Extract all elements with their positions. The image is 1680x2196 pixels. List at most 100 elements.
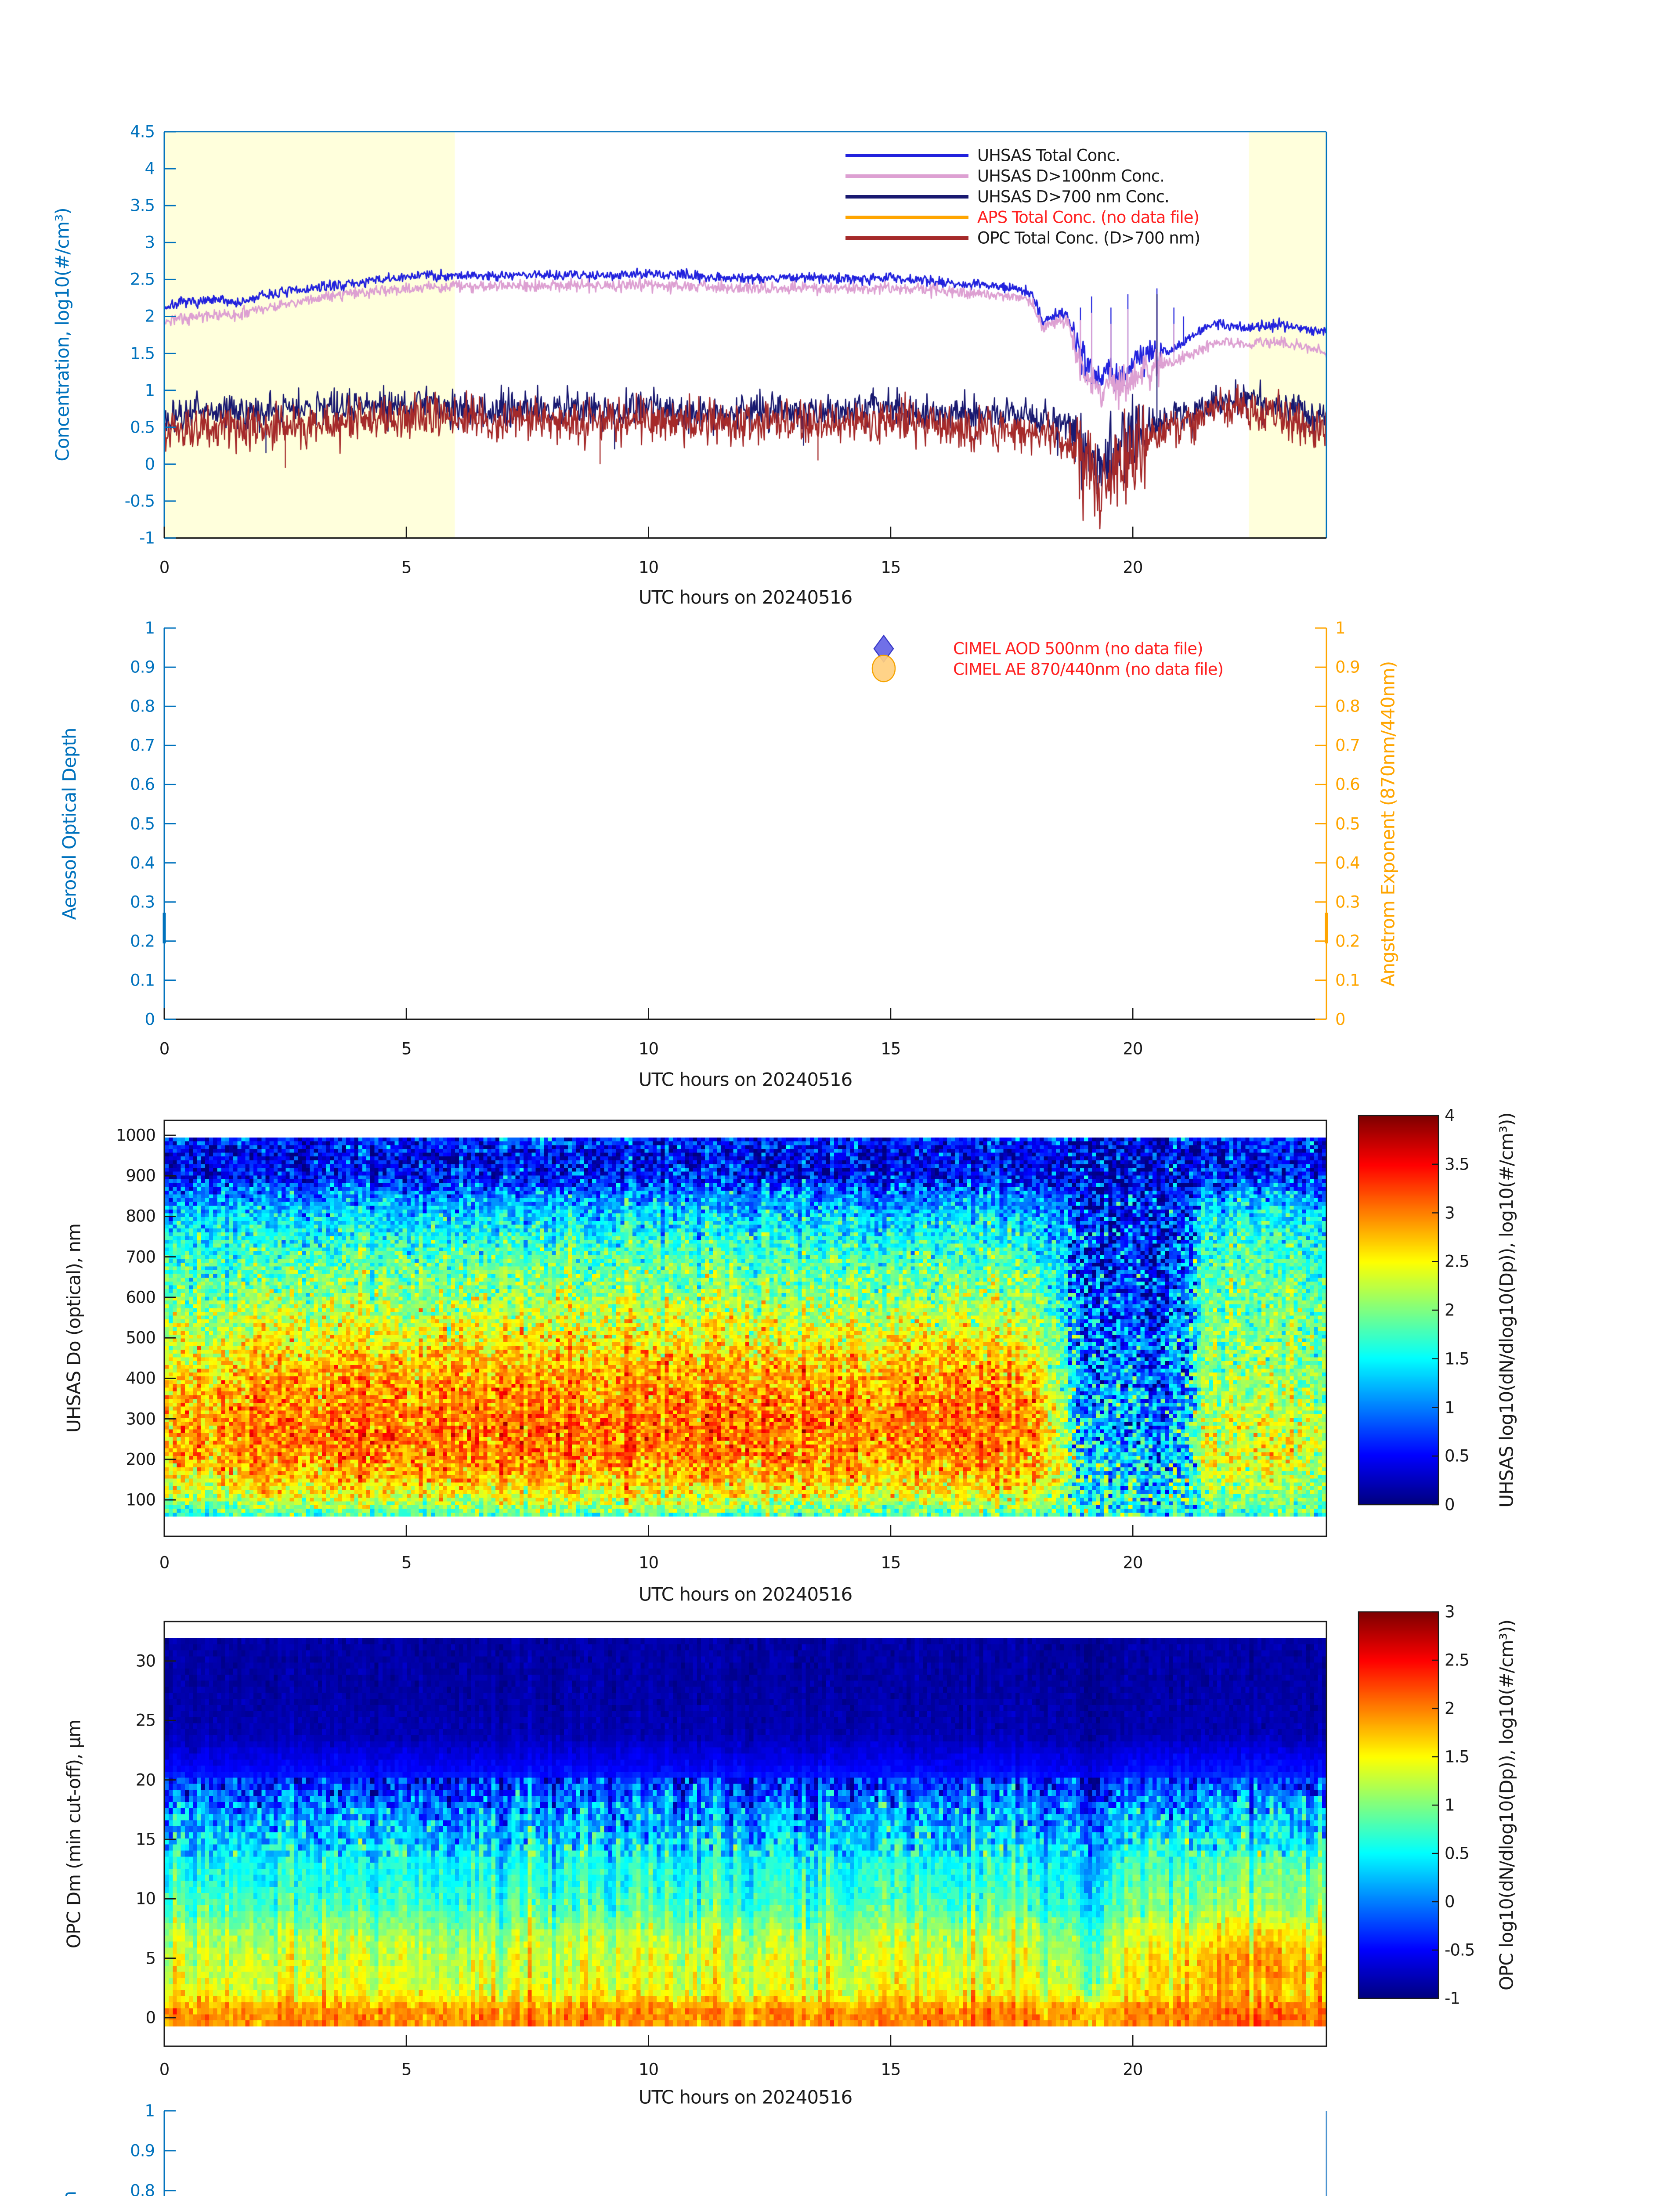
- tick-label: 200: [126, 1450, 156, 1469]
- tick-label: 1: [1335, 618, 1346, 638]
- tick-label: 0.7: [130, 736, 155, 755]
- tick-label: 3.5: [130, 196, 155, 215]
- tick-label: 10: [638, 1039, 659, 1058]
- tick-label: 3: [1445, 1203, 1455, 1222]
- tick-label: 0.9: [130, 657, 155, 677]
- tick-label: 1.5: [1445, 1747, 1470, 1766]
- tick-label: 0: [1445, 1892, 1455, 1911]
- tick-label: 0.9: [1335, 657, 1360, 677]
- tick-label: 0.5: [130, 814, 155, 833]
- tick-label: 0.2: [130, 932, 155, 951]
- tick-label: 0.5: [130, 418, 155, 437]
- tick-label: 0.5: [1445, 1446, 1470, 1466]
- legend-line-uhsas-d700: [845, 195, 968, 199]
- tick-label: 2: [145, 307, 155, 326]
- tick-label: 3.5: [1445, 1155, 1470, 1174]
- aps-y-axis-label: APS Da (aerodynamic), μm: [59, 2191, 80, 2196]
- cimel-ae-circle-marker: [871, 654, 896, 683]
- tick-label: 0.5: [1445, 1844, 1470, 1863]
- tick-label: 0.8: [130, 697, 155, 716]
- tick-label: -1: [139, 528, 155, 548]
- legend-label-opc-total: OPC Total Conc. (D>700 nm): [977, 228, 1200, 248]
- tick-label: 3: [1445, 1602, 1455, 1622]
- tick-label: -1: [1445, 1989, 1460, 2008]
- tick-label: 0.8: [130, 2181, 155, 2196]
- tick-label: 20: [1123, 558, 1143, 577]
- tick-label: 2.5: [1445, 1252, 1470, 1271]
- tick-label: 5: [401, 2060, 412, 2079]
- opc-colorbar-label: OPC log10(dN/dlog10(Dp)), log10(#/cm³)): [1496, 1620, 1517, 1990]
- tick-label: 100: [126, 1490, 156, 1510]
- tick-label: 15: [135, 1830, 156, 1849]
- legend-label-cimel-ae: CIMEL AE 870/440nm (no data file): [953, 660, 1224, 679]
- tick-label: 0: [159, 558, 170, 577]
- tick-label: 20: [1123, 2060, 1143, 2079]
- concentration-plot-canvas: [164, 132, 1326, 538]
- opc-heatmap-canvas: [165, 1638, 1326, 2026]
- angstrom-y-axis-label: Angstrom Exponent (870nm/440nm): [1377, 661, 1399, 987]
- legend-label-uhsas-d100: UHSAS D>100nm Conc.: [977, 166, 1165, 186]
- tick-label: 30: [135, 1651, 156, 1671]
- tick-label: 25: [135, 1711, 156, 1730]
- tick-label: 0.1: [1335, 971, 1360, 990]
- tick-label: 0.6: [130, 775, 155, 794]
- tick-label: 15: [881, 1553, 901, 1572]
- tick-label: 1000: [116, 1126, 156, 1145]
- tick-label: 0.1: [130, 971, 155, 990]
- tick-label: 15: [881, 558, 901, 577]
- tick-label: 0.8: [1335, 697, 1360, 716]
- tick-label: 1.5: [130, 344, 155, 363]
- aod-y-axis-label: Aerosol Optical Depth: [58, 728, 80, 920]
- tick-label: 2.5: [1445, 1651, 1470, 1670]
- legend-line-opc-total: [845, 236, 968, 240]
- tick-label: 10: [638, 558, 659, 577]
- legend-label-uhsas-total: UHSAS Total Conc.: [977, 146, 1120, 165]
- tick-label: 0: [145, 455, 155, 474]
- tick-label: 0.5: [1335, 814, 1360, 833]
- tick-label: 4.5: [130, 122, 155, 141]
- tick-label: 0: [1445, 1495, 1455, 1514]
- tick-label: 10: [638, 1553, 659, 1572]
- tick-label: 5: [145, 1949, 156, 1968]
- tick-label: 0: [145, 2008, 156, 2027]
- tick-label: 2: [1445, 1699, 1455, 1718]
- tick-label: 300: [126, 1409, 156, 1429]
- tick-label: 5: [401, 1039, 412, 1058]
- opc-y-axis-label: OPC Dm (min cut-off), μm: [63, 1719, 85, 1949]
- tick-label: 0.2: [1335, 932, 1360, 951]
- tick-label: -0.5: [124, 491, 155, 511]
- tick-label: 1: [1445, 1795, 1455, 1815]
- tick-label: 1.5: [1445, 1349, 1470, 1369]
- tick-label: 0.9: [130, 2141, 155, 2160]
- tick-label: 0: [145, 1010, 155, 1029]
- tick-label: 0.3: [130, 892, 155, 912]
- aod-x-axis-label: UTC hours on 20240516: [638, 1069, 853, 1091]
- tick-label: 0.4: [130, 853, 155, 873]
- tick-label: 2.5: [130, 270, 155, 289]
- tick-label: 20: [135, 1770, 156, 1790]
- p3-axis-box: [163, 1120, 1327, 1537]
- tick-label: 800: [126, 1206, 156, 1226]
- tick-label: -0.5: [1445, 1940, 1475, 1960]
- tick-label: 1: [145, 381, 155, 400]
- legend-label-cimel-aod: CIMEL AOD 500nm (no data file): [953, 639, 1203, 658]
- legend-label-uhsas-d700: UHSAS D>700 nm Conc.: [977, 187, 1170, 206]
- tick-label: 15: [881, 2060, 901, 2079]
- tick-label: 600: [126, 1288, 156, 1307]
- concentration-y-axis-label: Concentration, log10(#/cm³): [51, 208, 73, 462]
- tick-label: 1: [145, 2101, 155, 2120]
- tick-label: 0.7: [1335, 736, 1360, 755]
- tick-label: 4: [1445, 1106, 1455, 1125]
- legend-line-uhsas-d100: [845, 174, 968, 178]
- tick-label: 0.6: [1335, 775, 1360, 794]
- tick-label: 900: [126, 1166, 156, 1185]
- tick-label: 0: [1335, 1010, 1346, 1029]
- tick-label: 700: [126, 1247, 156, 1267]
- opc-x-axis-label: UTC hours on 20240516: [638, 2086, 853, 2108]
- tick-label: 2: [1445, 1300, 1455, 1320]
- legend-line-aps-total: [845, 216, 968, 219]
- tick-label: 1: [145, 618, 155, 638]
- tick-label: 0.4: [1335, 853, 1360, 873]
